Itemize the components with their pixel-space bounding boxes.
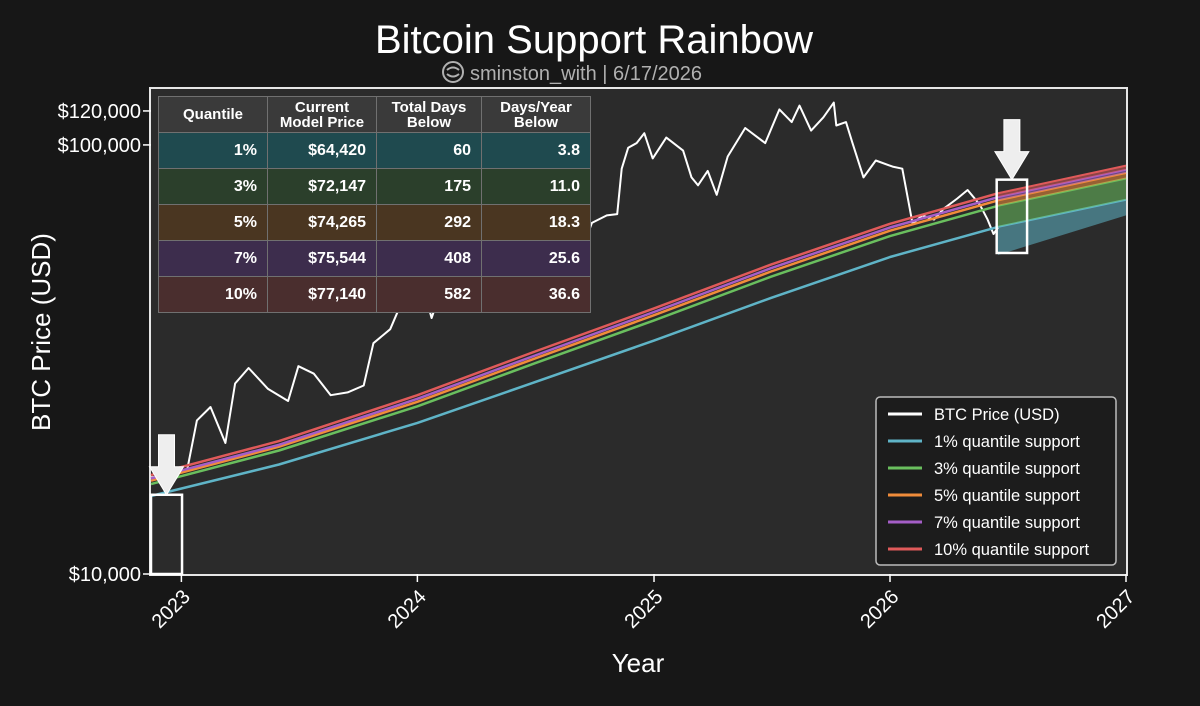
table-cell-price: $64,420 (267, 132, 377, 169)
legend-box (875, 396, 1117, 566)
table-cell-per-year: 36.6 (481, 276, 591, 313)
chart-title: Bitcoin Support Rainbow (375, 18, 813, 62)
table-cell-quantile: 3% (158, 168, 268, 205)
quantile-line-1pct (150, 225, 999, 498)
x-tick-label: 2025 (620, 586, 667, 633)
y-axis-label: BTC Price (USD) (26, 233, 56, 431)
social-handle-icon (442, 61, 464, 83)
table-cell-days: 60 (376, 132, 482, 169)
x-tick-label: 2027 (1092, 586, 1139, 633)
plot-layer (148, 101, 1127, 576)
btc-price-line (150, 101, 999, 479)
table-cell-per-year: 3.8 (481, 132, 591, 169)
quantile-line-5pct (150, 199, 999, 482)
projection-band-3pct (997, 178, 1126, 227)
legend-label: 1% quantile support (934, 433, 1080, 451)
x-tick-label: 2026 (856, 586, 903, 633)
quantile-line-10pct (150, 192, 999, 477)
legend-label: BTC Price (USD) (934, 406, 1060, 424)
x-tick-label: 2023 (148, 586, 195, 633)
y-tick-label: $10,000 (69, 564, 141, 586)
x-axis-label: Year (612, 648, 665, 678)
table-cell-days: 175 (376, 168, 482, 205)
quantile-table: Quantile Current Model Price Total Days Belo… (158, 96, 591, 313)
legend-label: 3% quantile support (934, 460, 1080, 478)
table-cell-quantile: 5% (158, 204, 268, 241)
table-cell-per-year: 18.3 (481, 204, 591, 241)
table-cell-days: 408 (376, 240, 482, 277)
quantile-line-3pct (150, 204, 999, 486)
legend-label: 10% quantile support (934, 541, 1089, 559)
table-header-cell: Current Model Price (267, 96, 377, 133)
table-cell-price: $75,544 (267, 240, 377, 277)
table-cell-quantile: 10% (158, 276, 268, 313)
projection-band-5pct (997, 173, 1126, 206)
arrow-down-icon (148, 434, 185, 496)
table-cell-price: $77,140 (267, 276, 377, 313)
legend-label: 7% quantile support (934, 514, 1080, 532)
x-tick-label: 2024 (384, 586, 431, 633)
table-cell-quantile: 7% (158, 240, 268, 277)
table-cell-price: $72,147 (267, 168, 377, 205)
legend: BTC Price (USD) 1% quantile support 3% qua… (875, 396, 1117, 566)
table-cell-per-year: 25.6 (481, 240, 591, 277)
projection-band-1pct (997, 199, 1126, 255)
y-tick-label: $100,000 (58, 135, 141, 157)
y-tick-label: $120,000 (58, 101, 141, 123)
table-header-cell: Total Days Below (376, 96, 482, 133)
legend-label: 5% quantile support (934, 487, 1080, 505)
table-row: 7% $75,544 408 25.6 (158, 240, 591, 277)
projection-line-10pct (997, 164, 1127, 195)
table-body: 1% $64,420 60 3.8 3% $72,147 175 11.0 5% $74,265 2… (158, 132, 591, 313)
arrow-down-icon (993, 119, 1030, 181)
table-row: 10% $77,140 582 36.6 (158, 276, 591, 313)
table-row: 1% $64,420 60 3.8 (158, 132, 591, 169)
table-row: 5% $74,265 292 18.3 (158, 204, 591, 241)
table-cell-per-year: 11.0 (481, 168, 591, 205)
table-header-cell: Days/Year Below (481, 96, 591, 133)
table-header-row: Quantile Current Model Price Total Days Belo… (158, 96, 591, 133)
table-cell-quantile: 1% (158, 132, 268, 169)
table-row: 3% $72,147 175 11.0 (158, 168, 591, 205)
subtitle-group: sminston_with | 6/17/2026 (442, 61, 702, 85)
chart-subtitle: sminston_with | 6/17/2026 (470, 63, 702, 85)
quantile-line-7pct (150, 195, 999, 480)
table-cell-days: 582 (376, 276, 482, 313)
table-cell-days: 292 (376, 204, 482, 241)
table-header-cell: Quantile (158, 96, 268, 133)
table-cell-price: $74,265 (267, 204, 377, 241)
